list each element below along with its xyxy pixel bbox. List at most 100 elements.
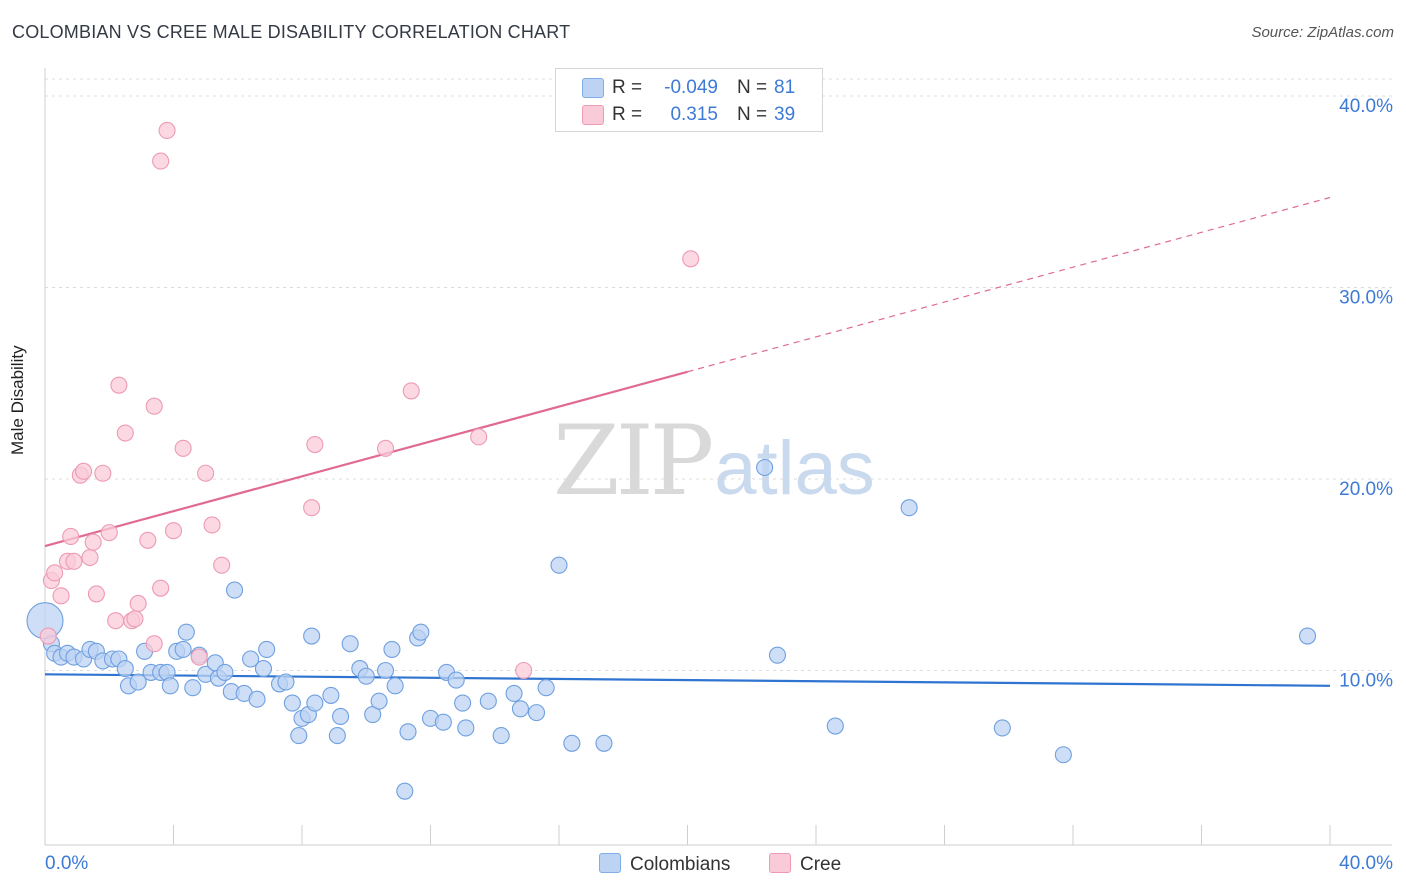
cree-point <box>682 250 700 268</box>
cree-point <box>164 522 183 540</box>
cree-point <box>376 439 395 457</box>
cree-point <box>129 594 147 613</box>
cree-points <box>39 121 700 680</box>
colombians-point <box>900 499 918 517</box>
legend-item-cree[interactable]: Cree <box>769 852 841 878</box>
colombians-point <box>341 635 359 653</box>
y-axis-label: Male Disability <box>8 345 27 455</box>
colombians-point <box>277 673 295 691</box>
legend-item-colombians[interactable]: Colombians <box>599 852 730 878</box>
cree-point <box>100 524 118 542</box>
cree-point <box>152 579 170 597</box>
cree-point <box>75 462 93 480</box>
cree-point <box>515 661 533 680</box>
cree-trend-line <box>44 370 688 548</box>
colombians-swatch <box>599 853 621 873</box>
colombians-point <box>129 673 147 691</box>
cree-swatch <box>582 105 604 125</box>
cree-point <box>152 152 170 170</box>
axes <box>44 68 1392 846</box>
colombians-point <box>116 660 134 678</box>
colombians-point <box>184 679 202 697</box>
colombians-point <box>258 640 276 658</box>
cree-point <box>145 397 163 415</box>
cree-point <box>126 610 144 628</box>
colombians-point <box>399 723 417 741</box>
y-tick-label: 30.0% <box>1339 288 1393 309</box>
legend-label: Colombians <box>630 854 731 875</box>
n-label: N = <box>737 104 768 125</box>
colombians-point <box>216 663 234 681</box>
n-value: 81 <box>774 77 796 98</box>
colombians-point <box>328 727 346 745</box>
grid-lines <box>45 78 1392 671</box>
cree-point <box>110 376 128 394</box>
cree-swatch <box>769 853 791 873</box>
colombians-point <box>412 623 430 641</box>
colombians-point <box>768 646 787 664</box>
x-tick-label: 0.0% <box>45 853 88 874</box>
colombians-point <box>283 694 301 712</box>
watermark-atlas: atlas <box>714 426 875 511</box>
cree-point <box>94 464 112 482</box>
cree-point <box>203 516 221 534</box>
colombians-point <box>434 713 452 731</box>
colombians-point <box>370 692 388 710</box>
cree-trend-extension <box>687 196 1331 373</box>
cree-point <box>470 428 488 446</box>
n-label: N = <box>737 77 768 98</box>
cree-point <box>87 585 105 603</box>
colombians-point <box>447 671 465 689</box>
cree-point <box>65 552 83 570</box>
colombians-point <box>248 690 266 708</box>
colombians-point <box>161 677 179 695</box>
cree-point <box>174 439 192 457</box>
trend-lines <box>44 196 1331 687</box>
colombians-point <box>492 727 510 745</box>
colombians-point <box>357 667 375 685</box>
chart-title: COLOMBIAN VS CREE MALE DISABILITY CORREL… <box>12 22 571 42</box>
colombians-point <box>511 700 530 718</box>
colombians-points <box>26 458 1317 800</box>
watermark-zip: ZIP <box>553 405 714 517</box>
r-value: 0.315 <box>670 104 718 125</box>
colombians-point <box>174 640 192 658</box>
cree-point <box>303 499 321 517</box>
colombians-point <box>550 556 568 574</box>
legend-label: Cree <box>800 854 842 875</box>
y-tick-label: 40.0% <box>1339 96 1393 117</box>
y-tick-label: 20.0% <box>1339 479 1393 500</box>
colombians-point <box>454 694 472 712</box>
cree-point <box>213 556 231 574</box>
colombians-point <box>537 679 555 697</box>
x-tick-label: 40.0% <box>1339 853 1393 874</box>
cree-point <box>52 587 70 605</box>
tick-labels: 10.0% 20.0% 30.0% 40.0% 0.0% 40.0% <box>45 96 1393 874</box>
colombians-point <box>254 660 273 678</box>
cree-point <box>46 564 64 582</box>
colombians-point <box>595 734 613 752</box>
colombians-point <box>527 704 546 722</box>
series-legend: Colombians Cree <box>0 852 1406 878</box>
colombians-point <box>383 640 401 658</box>
correlation-legend: R = -0.049 N = 81 R = 0.315 N = 39 <box>555 68 823 132</box>
cree-point <box>190 648 208 666</box>
colombians-point <box>756 458 774 477</box>
colombians-point <box>376 661 395 680</box>
colombians-trend-line <box>44 673 1331 687</box>
colombians-point <box>1298 627 1317 645</box>
colombians-point <box>386 677 404 695</box>
colombians-point <box>177 623 195 641</box>
colombians-point <box>242 650 260 668</box>
cree-point <box>139 531 157 549</box>
watermark: ZIPatlas <box>553 405 875 517</box>
cree-point <box>306 435 324 454</box>
cree-point <box>145 635 163 653</box>
cree-point <box>107 612 125 630</box>
legend-row-colombians: R = -0.049 N = 81 <box>556 74 822 101</box>
y-tick-label: 10.0% <box>1339 671 1393 692</box>
cree-point <box>158 121 176 140</box>
source-label: Source: ZipAtlas.com <box>1251 24 1394 41</box>
cree-point <box>116 424 134 442</box>
